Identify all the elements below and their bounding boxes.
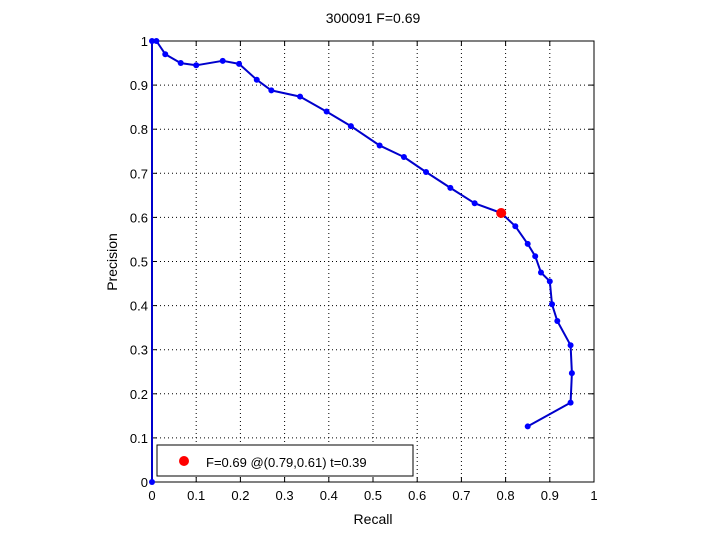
pr-curve-point (149, 38, 155, 44)
x-axis-title: Recall (354, 511, 393, 527)
pr-curve-point (532, 253, 539, 260)
pr-curve-point (323, 108, 330, 115)
pr-curve-point (471, 200, 478, 207)
pr-curve-point (236, 60, 243, 67)
pr-curve-point (567, 399, 574, 406)
chart-title: 300091 F=0.69 (326, 10, 421, 26)
y-tick-label: 0.9 (130, 78, 148, 93)
x-tick-label: 0.8 (497, 488, 515, 503)
y-tick-labels: 0 0.1 0.2 0.3 0.4 0.5 0.6 0.7 0.8 0.9 1 (130, 34, 148, 490)
pr-curve-point (567, 342, 574, 349)
y-tick-label: 0.4 (130, 299, 148, 314)
legend-box (156, 444, 414, 477)
y-tick-label: 0.7 (130, 166, 148, 181)
x-tick-label: 1 (590, 488, 597, 503)
pr-curve-point (153, 38, 160, 44)
x-tick-label: 0 (148, 488, 155, 503)
x-tick-label: 0.9 (541, 488, 559, 503)
pr-curve-point (162, 51, 169, 58)
x-tick-label: 0.1 (187, 488, 205, 503)
y-tick-label: 0.6 (130, 210, 148, 225)
pr-curve-point (253, 76, 260, 83)
pr-curve-point (568, 370, 575, 377)
x-tick-label: 0.7 (452, 488, 470, 503)
pr-curve-point (554, 318, 561, 325)
best-f-point (496, 207, 507, 218)
pr-curve-point (177, 60, 184, 67)
x-tick-label: 0.3 (276, 488, 294, 503)
pr-curve-point (537, 269, 544, 276)
pr-curve-point (219, 57, 226, 64)
y-tick-label: 0.1 (130, 431, 148, 446)
y-tick-label: 1 (141, 34, 148, 49)
pr-curve-point (549, 301, 556, 308)
pr-curve-point (512, 223, 519, 230)
pr-curve-point (400, 153, 407, 160)
y-tick-label: 0.2 (130, 387, 148, 402)
grid (152, 41, 594, 482)
x-tick-label: 0.4 (320, 488, 338, 503)
legend-marker (179, 456, 189, 466)
x-tick-label: 0.5 (364, 488, 382, 503)
pr-curve-point (347, 123, 354, 130)
series-curve (149, 38, 575, 485)
y-tick-label: 0.3 (130, 343, 148, 358)
x-tick-labels: 0 0.1 0.2 0.3 0.4 0.5 0.6 0.7 0.8 0.9 1 (148, 488, 597, 503)
legend-label: F=0.69 @(0.79,0.61) t=0.39 (206, 455, 367, 470)
pr-curve-point (423, 168, 430, 175)
legend: F=0.69 @(0.79,0.61) t=0.39 (156, 444, 414, 477)
pr-curve-point (193, 62, 200, 69)
pr-curve-point (297, 93, 304, 100)
y-tick-label: 0.8 (130, 122, 148, 137)
pr-curve-point (524, 240, 531, 247)
pr-curve-point (546, 278, 553, 285)
y-axis-title: Precision (104, 233, 120, 291)
x-tick-label: 0.2 (231, 488, 249, 503)
x-tick-label: 0.6 (408, 488, 426, 503)
pr-curve-point (524, 423, 531, 430)
y-tick-label: 0 (141, 475, 148, 490)
pr-curve-point (376, 142, 383, 149)
pr-curve-point (447, 184, 454, 191)
pr-curve-point (149, 479, 155, 485)
y-tick-label: 0.5 (130, 255, 148, 270)
pr-curve-point (268, 87, 275, 94)
